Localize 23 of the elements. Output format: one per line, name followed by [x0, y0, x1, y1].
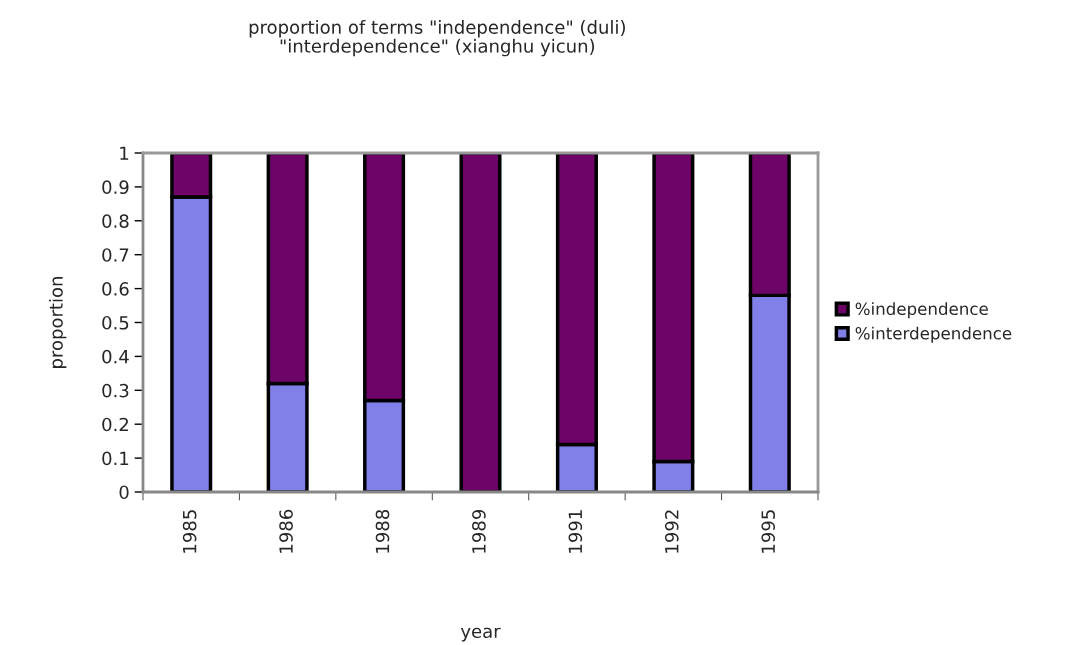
x-tick-label: 1985 — [182, 510, 197, 553]
legend-label: %interdependence — [855, 326, 1012, 343]
x-axis-title: year — [460, 627, 501, 642]
y-tick-label: 0 — [119, 485, 129, 500]
legend-label: %independence — [855, 302, 988, 319]
x-tick-label: 1991 — [568, 510, 583, 553]
y-tick-label: 0.4 — [102, 349, 129, 364]
x-tick-label: 1988 — [375, 509, 390, 553]
y-axis-title: proportion — [48, 277, 67, 368]
x-tick-label: 1995 — [761, 510, 776, 553]
y-tick-label: 0.9 — [102, 180, 129, 195]
chart-title: proportion of terms "independence" (duli) "interdependence" (xianghu yicun) — [249, 20, 625, 57]
x-tick-label: 1986 — [279, 509, 293, 553]
y-tick-label: 0.6 — [102, 282, 129, 296]
y-tick-label: 0.7 — [102, 248, 129, 262]
y-tick-label: 0.5 — [102, 315, 129, 330]
x-tick-label: 1989 — [472, 509, 486, 553]
y-tick-label: 1 — [120, 146, 129, 160]
y-tick-label: 0.1 — [102, 451, 129, 466]
y-tick-label: 0.2 — [102, 417, 128, 432]
x-tick-label: 1992 — [664, 510, 679, 553]
y-tick-label: 0.8 — [102, 214, 129, 228]
y-tick-label: 0.3 — [102, 383, 129, 398]
